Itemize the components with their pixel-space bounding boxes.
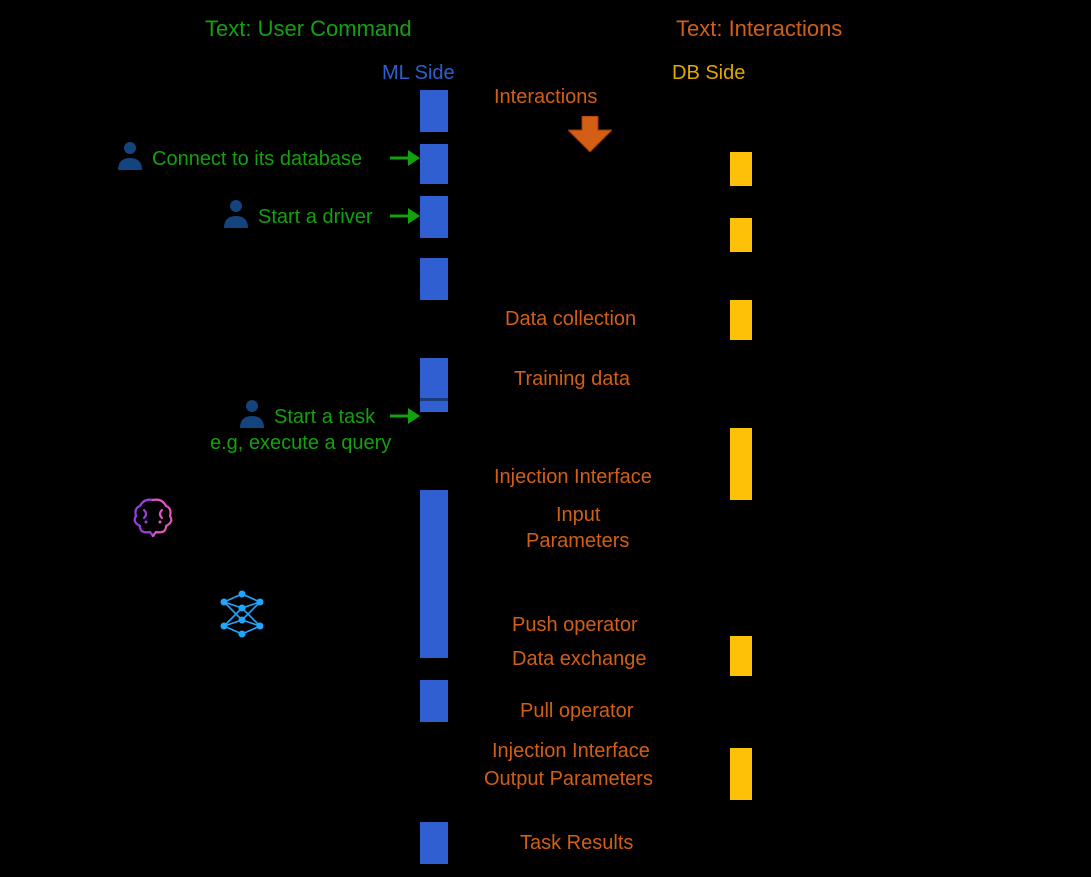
ml-lifeline-bar: [420, 358, 448, 412]
db-lifeline-bar: [730, 428, 752, 500]
header-ml_side: ML Side: [382, 62, 455, 85]
neural-net-icon: [216, 588, 268, 645]
user-command-task: Start a task: [274, 406, 375, 429]
ml-lifeline-bar: [420, 196, 448, 238]
arrow-right-icon: [390, 406, 420, 431]
interaction-label: Data exchange: [512, 648, 647, 671]
header-db_side: DB Side: [672, 62, 745, 85]
db-lifeline-bar: [730, 152, 752, 186]
interaction-label: Parameters: [526, 530, 629, 553]
interaction-label: Input: [556, 504, 600, 527]
ml-lifeline-bar: [420, 144, 448, 184]
interaction-label: Push operator: [512, 614, 638, 637]
ml-lifeline-bar: [420, 490, 448, 658]
interaction-label: Pull operator: [520, 700, 633, 723]
arrow-right-icon: [390, 206, 420, 231]
brain-icon: [130, 494, 176, 545]
interaction-label: Output Parameters: [484, 768, 653, 791]
interaction-label: Training data: [514, 368, 630, 391]
interactions-arrow-icon: [568, 116, 612, 157]
db-lifeline-bar: [730, 300, 752, 340]
arrow-right-icon: [390, 148, 420, 173]
header-user_command: Text: User Command: [205, 16, 412, 42]
person-icon: [116, 140, 144, 170]
header-interactions_header: Text: Interactions: [676, 16, 842, 42]
interaction-label: Task Results: [520, 832, 633, 855]
diagram-stage: Text: User Command Text: Interactions ML S…: [0, 0, 1091, 877]
user-command-driver: Start a driver: [258, 206, 372, 229]
person-icon: [238, 398, 266, 428]
interaction-label: Injection Interface: [492, 740, 650, 763]
ml-bar-divider: [420, 398, 448, 401]
user-command-task-sub: e.g, execute a query: [210, 432, 391, 455]
interaction-label: Injection Interface: [494, 466, 652, 489]
db-lifeline-bar: [730, 218, 752, 252]
header-interactions_mid: Interactions: [494, 86, 597, 109]
db-lifeline-bar: [730, 748, 752, 800]
db-lifeline-bar: [730, 636, 752, 676]
interaction-label: Data collection: [505, 308, 636, 331]
ml-lifeline-bar: [420, 90, 448, 132]
user-command-connect: Connect to its database: [152, 148, 362, 171]
person-icon: [222, 198, 250, 228]
ml-lifeline-bar: [420, 258, 448, 300]
ml-lifeline-bar: [420, 822, 448, 864]
ml-lifeline-bar: [420, 680, 448, 722]
